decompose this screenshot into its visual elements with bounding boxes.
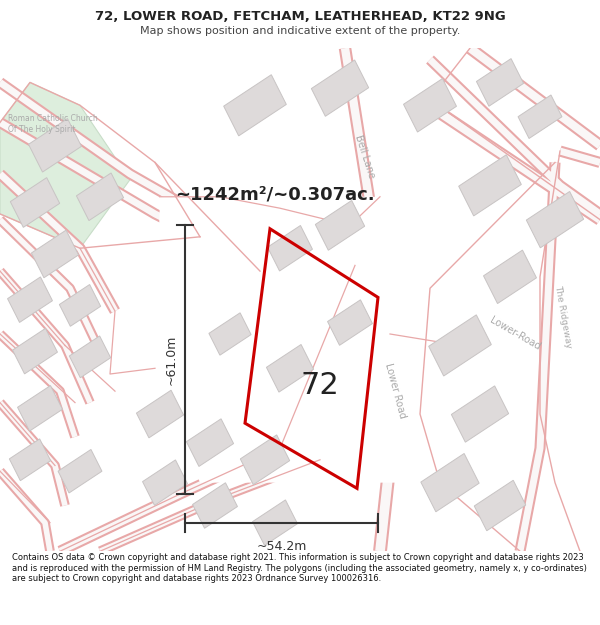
Polygon shape: [0, 82, 130, 248]
Polygon shape: [187, 419, 233, 466]
Text: Lower Road: Lower Road: [383, 362, 407, 420]
Polygon shape: [155, 197, 430, 482]
Polygon shape: [428, 315, 491, 376]
Text: 72: 72: [301, 371, 340, 400]
Polygon shape: [224, 75, 286, 136]
Polygon shape: [484, 250, 536, 304]
Text: ~61.0m: ~61.0m: [164, 334, 178, 385]
Text: ~54.2m: ~54.2m: [256, 540, 307, 553]
Polygon shape: [268, 226, 313, 271]
Polygon shape: [476, 59, 524, 106]
Polygon shape: [404, 79, 457, 132]
Polygon shape: [10, 177, 59, 227]
Polygon shape: [59, 284, 101, 326]
Polygon shape: [526, 191, 584, 248]
Polygon shape: [266, 344, 314, 392]
Text: 72, LOWER ROAD, FETCHAM, LEATHERHEAD, KT22 9NG: 72, LOWER ROAD, FETCHAM, LEATHERHEAD, KT…: [95, 9, 505, 22]
Polygon shape: [13, 328, 58, 374]
Polygon shape: [316, 201, 365, 250]
Polygon shape: [17, 386, 62, 431]
Polygon shape: [241, 435, 290, 484]
Polygon shape: [58, 449, 102, 493]
Polygon shape: [311, 60, 368, 116]
Polygon shape: [31, 230, 79, 278]
Polygon shape: [451, 386, 509, 442]
Polygon shape: [29, 119, 82, 172]
Polygon shape: [143, 460, 187, 506]
Polygon shape: [328, 300, 373, 345]
Polygon shape: [10, 439, 50, 481]
Polygon shape: [474, 480, 526, 531]
Text: Contains OS data © Crown copyright and database right 2021. This information is : Contains OS data © Crown copyright and d…: [12, 554, 587, 583]
Polygon shape: [70, 336, 110, 377]
Text: Map shows position and indicative extent of the property.: Map shows position and indicative extent…: [140, 26, 460, 36]
Text: Bell Lane: Bell Lane: [353, 134, 377, 180]
Text: ~1242m²/~0.307ac.: ~1242m²/~0.307ac.: [175, 186, 375, 203]
Polygon shape: [193, 482, 238, 528]
Text: The Ridgeway: The Ridgeway: [553, 284, 573, 349]
Polygon shape: [209, 312, 251, 355]
Polygon shape: [518, 95, 562, 139]
Polygon shape: [421, 454, 479, 512]
Polygon shape: [136, 390, 184, 438]
Text: Lower-Road: Lower-Road: [488, 316, 542, 352]
Polygon shape: [8, 277, 52, 322]
Text: Roman Catholic Church
Of The Holy Spirit: Roman Catholic Church Of The Holy Spirit: [8, 114, 98, 134]
Polygon shape: [253, 500, 298, 546]
Polygon shape: [76, 173, 124, 221]
Polygon shape: [458, 155, 521, 216]
